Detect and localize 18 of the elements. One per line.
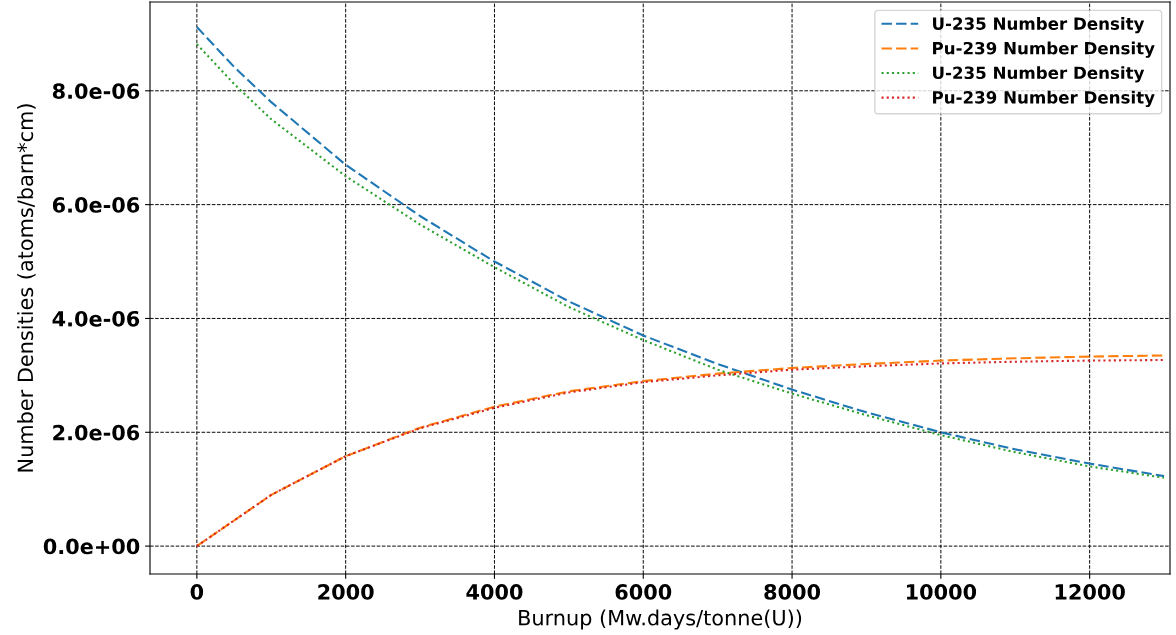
- y-tick-label: 6.0e-06: [52, 197, 140, 213]
- x-tick-label: 2000: [318, 584, 374, 600]
- x-axis-title: Burnup (Mw.days/tonne(U)): [519, 609, 802, 630]
- y-tick-label: 4.0e-06: [52, 310, 140, 327]
- y-tick-label: 2.0e-06: [53, 424, 140, 441]
- legend-label: Pu-239 Number Density: [933, 41, 1155, 58]
- legend-label: U-235 Number Density: [933, 66, 1145, 83]
- x-tick-label: 10000: [906, 584, 977, 600]
- y-tick-label: 0.0e+00: [43, 538, 140, 555]
- x-tick-label: 8000: [764, 584, 821, 600]
- x-tick-label: 12000: [1055, 584, 1125, 600]
- x-tick-label: 6000: [615, 584, 672, 600]
- legend-label: U-235 Number Density: [933, 17, 1145, 34]
- x-tick-label: 0: [190, 584, 204, 600]
- y-tick-label: 8.0e-06: [52, 83, 140, 99]
- x-tick-label: 4000: [466, 584, 523, 600]
- y-axis-title: Number Densities (atoms/barn*cm): [17, 104, 36, 472]
- legend-label: Pu-239 Number Density: [933, 90, 1155, 108]
